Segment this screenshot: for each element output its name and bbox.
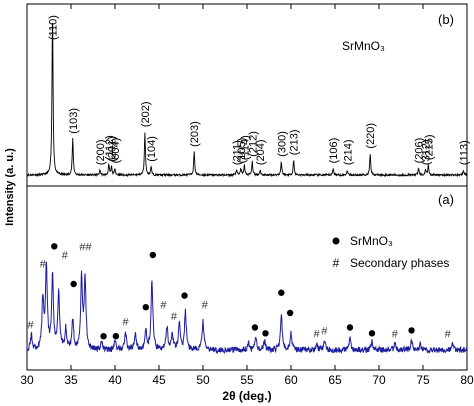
x-tick-label: 50 [196,373,210,387]
secondary-phase-marker: # [86,241,93,253]
srmno3-marker [408,327,415,334]
peak-label-b: (201) [107,136,119,162]
legend-hash-symbol: # [333,256,340,270]
x-tick-label: 80 [460,373,474,387]
peak-label-b: (215) [423,134,435,160]
x-tick-label: 75 [416,373,430,387]
panel-a: #### ###### # # # [26,241,468,355]
pattern-b-line [26,22,468,178]
srmno3-marker [112,333,120,340]
peak-label-b: (110) [48,15,60,40]
x-tick-label: 30 [20,373,34,387]
x-axis: 30 35 40 45 50 55 60 65 70 75 80 [20,4,474,387]
peak-label-b: (105) [236,138,248,164]
peak-label-b: (103) [68,108,80,134]
secondary-phase-marker: # [160,299,167,311]
secondary-phase-marker: # [445,328,452,340]
secondary-phase-marker: # [321,325,328,337]
peak-label-b: (202) [140,101,152,127]
x-tick-label: 70 [372,373,386,387]
legend-entry-label: Secondary phases [350,256,449,270]
panel-b-letter: (b) [438,12,454,27]
peak-label-b: (206) [414,138,426,164]
secondary-phase-marker: # [313,328,320,340]
peak-label-b: (214) [342,139,354,165]
srmno3-marker [142,304,149,311]
peak-label-b: (113) [459,140,471,165]
peak-label-b: (004) [110,138,122,164]
secondary-phase-marker: # [171,311,178,323]
plot-frame [26,3,468,371]
x-tick-label: 35 [64,373,78,387]
srmno3-marker [368,330,376,337]
peak-label-b: (200) [95,139,107,165]
x-tick-label: 60 [284,373,298,387]
x-tick-label: 45 [152,373,166,387]
panel-b-phase-name: SrMnO₃ [342,39,385,53]
srmno3-marker [70,280,77,288]
legend-dot-symbol [332,237,340,245]
secondary-phase-marker: # [27,320,34,332]
peak-label-b: (204) [255,139,267,165]
peak-label-b: (114) [239,135,251,160]
srmno3-marker [278,289,285,296]
srmno3-marker [346,324,354,331]
peak-label-b: (112) [104,135,116,160]
x-tick-label: 55 [240,373,254,387]
secondary-phase-marker: # [202,299,209,311]
secondary-phase-marker: # [392,328,399,340]
peak-label-b: (312) [421,139,433,165]
peak-label-b: (104) [146,136,158,162]
srmno3-marker [51,243,58,250]
srmno3-marker [251,324,259,331]
srmno3-marker [286,309,294,317]
peak-label-b: (213) [289,130,301,156]
panel-a-letter: (a) [438,192,454,207]
x-tick-label: 65 [328,373,342,387]
pattern-a-line [26,261,468,355]
secondary-phase-marker: # [62,250,69,262]
peak-label-b: (203) [189,121,201,147]
peak-label-b: (300) [276,131,288,157]
peak-label-b: (211) [231,140,243,165]
srmno3-marker [149,251,157,259]
srmno3-marker [262,330,269,337]
y-axis-label: Intensity (a. u.) [4,148,16,226]
panel-b: (110) (103) (200)(112)(201)(004) (202) (104)… [26,15,471,178]
srmno3-marker [181,292,188,299]
legend: SrMnO₃ # Secondary phases [332,234,449,270]
peak-label-b: (212) [247,131,259,157]
srmno3-marker [100,333,107,340]
x-axis-label: 2θ (deg.) [222,389,271,403]
secondary-phase-marker: # [122,317,129,329]
legend-entry-label: SrMnO₃ [350,234,393,248]
x-tick-label: 40 [108,373,122,387]
peak-label-b: (106) [328,138,340,164]
secondary-phase-marker: # [40,259,47,271]
peak-label-b: (220) [365,123,377,149]
secondary-phase-marker: # [79,241,86,253]
